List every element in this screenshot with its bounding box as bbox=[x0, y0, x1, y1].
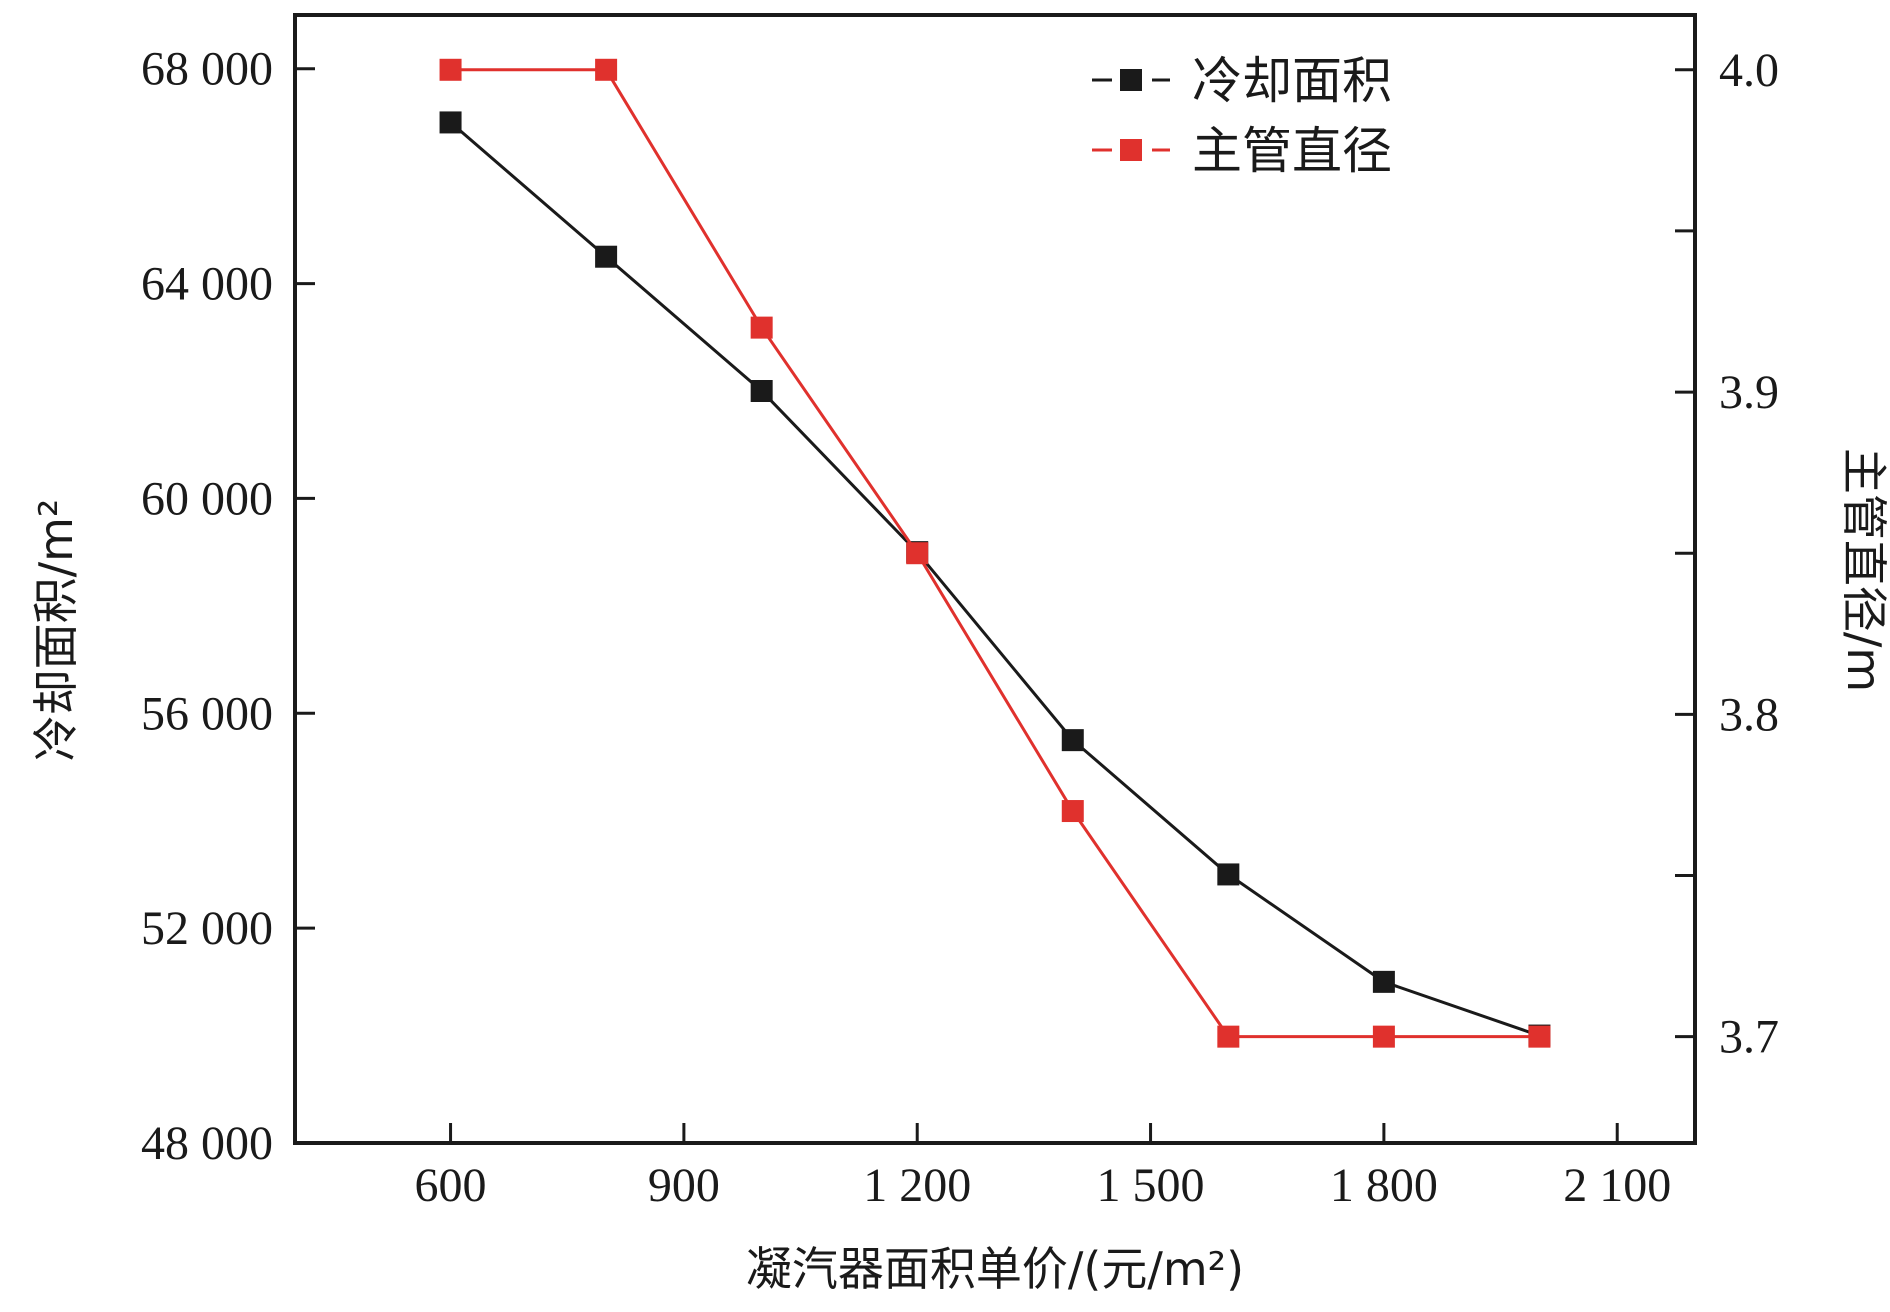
series-2-marker bbox=[595, 58, 618, 81]
x-tick-label: 900 bbox=[648, 1159, 720, 1212]
series-1-marker bbox=[750, 380, 773, 402]
x-tick-label: 2 100 bbox=[1563, 1159, 1671, 1212]
left-y-axis-title: 冷却面积/m² bbox=[29, 499, 83, 762]
x-axis-ticks: 600 900 1 200 1 500 1 800 2 100 bbox=[415, 1123, 1671, 1212]
left-y-tick-label: 64 000 bbox=[141, 258, 273, 311]
right-y-tick-label: 3.8 bbox=[1719, 688, 1779, 741]
left-y-axis-ticks: 48 000 52 000 56 000 60 000 64 000 68 000 bbox=[141, 43, 315, 1170]
right-y-tick-label: 3.7 bbox=[1719, 1011, 1779, 1064]
left-y-tick-label: 56 000 bbox=[141, 687, 273, 740]
left-y-tick-label: 68 000 bbox=[141, 43, 273, 96]
series-line-2 bbox=[450, 68, 1540, 1039]
x-tick-label: 600 bbox=[415, 1159, 487, 1212]
right-y-axis-ticks: 3.7 3.8 3.9 4.0 bbox=[1675, 44, 1779, 1064]
series-1-marker bbox=[595, 245, 618, 268]
plot-frame bbox=[293, 13, 1697, 1145]
legend-label: 冷却面积 bbox=[1192, 52, 1392, 110]
series-2-marker bbox=[906, 542, 929, 565]
x-tick-label: 1 500 bbox=[1097, 1159, 1205, 1212]
x-axis-title: 凝汽器面积单价/(元/m²) bbox=[746, 1242, 1244, 1296]
right-y-tick-label: 3.9 bbox=[1719, 366, 1779, 419]
series-2-marker bbox=[1217, 1025, 1240, 1048]
legend-marker bbox=[1120, 139, 1142, 161]
series-line-1 bbox=[449, 121, 1540, 1038]
x-tick-label: 1 200 bbox=[863, 1159, 971, 1212]
left-y-tick-label: 52 000 bbox=[141, 902, 273, 955]
x-tick-label: 1 800 bbox=[1330, 1159, 1438, 1212]
series-2-marker bbox=[439, 58, 462, 81]
series-2-marker bbox=[1061, 800, 1084, 823]
left-y-tick-label: 48 000 bbox=[141, 1117, 273, 1170]
series-2-marker bbox=[750, 316, 773, 339]
right-y-tick-label: 4.0 bbox=[1719, 44, 1779, 97]
legend-label: 主管直径 bbox=[1192, 122, 1392, 180]
series-1-marker bbox=[1061, 729, 1084, 752]
series-layer bbox=[439, 58, 1551, 1048]
series-1-marker bbox=[439, 111, 462, 134]
left-y-tick-label: 60 000 bbox=[141, 472, 273, 525]
series-1-marker bbox=[1217, 863, 1240, 886]
series-1-marker bbox=[1372, 970, 1395, 993]
right-y-axis-title: 主管直径/m bbox=[1837, 448, 1890, 692]
series-2-marker bbox=[1372, 1025, 1395, 1048]
legend-marker bbox=[1120, 69, 1142, 91]
series-2-marker bbox=[1528, 1025, 1551, 1048]
